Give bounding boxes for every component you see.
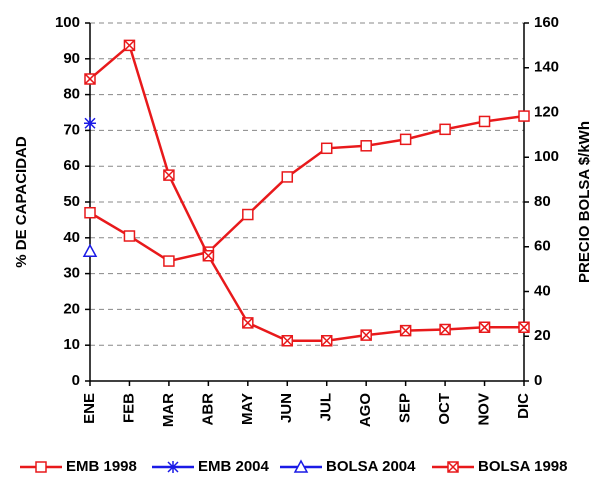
data-point (360, 329, 372, 341)
data-point (123, 230, 136, 242)
legend-item: EMB 2004 (152, 458, 270, 475)
y-tick-label: 30 (63, 265, 80, 282)
legend-label: BOLSA 2004 (326, 458, 416, 475)
y2-tick-label: 80 (534, 193, 551, 210)
data-point (281, 171, 294, 183)
y2-tick-label: 100 (534, 148, 559, 165)
x-tick-label: ENE (81, 393, 98, 424)
data-point (84, 73, 96, 85)
data-point (242, 317, 254, 329)
legend-label: EMB 2004 (198, 458, 270, 475)
x-tick-label: MAY (239, 393, 256, 425)
y-tick-label: 70 (63, 121, 80, 138)
x-tick-label: DIC (515, 393, 532, 419)
data-point (320, 334, 333, 347)
data-point (163, 255, 175, 267)
legend-marker (293, 459, 309, 473)
data-point (518, 110, 530, 122)
data-point (478, 321, 491, 334)
y-tick-label: 0 (72, 372, 80, 389)
legend-label: EMB 1998 (66, 458, 137, 475)
data-point (360, 140, 372, 152)
y-tick-label: 90 (63, 50, 80, 67)
y2-tick-label: 20 (534, 327, 551, 344)
x-tick-label: NOV (476, 393, 493, 426)
y-tick-label: 50 (63, 193, 80, 210)
legend-marker (35, 461, 47, 473)
legend-item: BOLSA 1998 (432, 458, 567, 475)
x-tick-label: MAR (160, 393, 177, 427)
data-point (399, 324, 412, 337)
y2-tick-label: 120 (534, 103, 559, 120)
data-point (202, 249, 215, 262)
y-tick-label: 20 (63, 300, 80, 317)
x-tick-label: SEP (397, 393, 414, 423)
y-axis-title: % DE CAPACIDAD (13, 136, 30, 268)
y2-axis-title: PRECIO BOLSA $/kWh (576, 121, 593, 283)
data-point (163, 169, 175, 181)
y2-tick-label: 0 (534, 372, 542, 389)
x-tick-label: OCT (436, 393, 453, 425)
y2-tick-label: 40 (534, 282, 551, 299)
x-tick-label: JUL (318, 393, 335, 421)
data-point (399, 133, 412, 146)
y-tick-label: 80 (63, 86, 80, 103)
data-point (439, 323, 451, 336)
series-line (89, 43, 524, 342)
x-tick-label: FEB (120, 393, 137, 423)
data-point (84, 117, 96, 130)
data-point (82, 243, 98, 257)
data-point (123, 39, 136, 52)
x-tick-label: AGO (357, 393, 374, 428)
y-tick-label: 10 (63, 336, 80, 353)
y2-tick-label: 160 (534, 14, 559, 31)
x-tick-label: JUN (278, 393, 295, 423)
data-point (518, 321, 530, 334)
data-point (439, 123, 451, 136)
y-tick-label: 40 (63, 229, 80, 246)
data-point (281, 334, 294, 347)
y-tick-label: 60 (63, 157, 80, 174)
series-line (89, 114, 525, 263)
data-point (478, 115, 491, 128)
legend-item: EMB 1998 (20, 458, 137, 475)
y-tick-label: 100 (55, 14, 80, 31)
x-tick-label: ABR (199, 393, 216, 426)
legend-marker (447, 461, 459, 473)
legend-label: BOLSA 1998 (478, 458, 567, 475)
data-point (242, 208, 254, 221)
data-point (320, 142, 333, 155)
data-point (84, 206, 96, 219)
legend-marker (167, 461, 179, 473)
y2-tick-label: 140 (534, 59, 559, 76)
legend-item: BOLSA 2004 (280, 458, 416, 475)
y2-tick-label: 60 (534, 238, 551, 255)
